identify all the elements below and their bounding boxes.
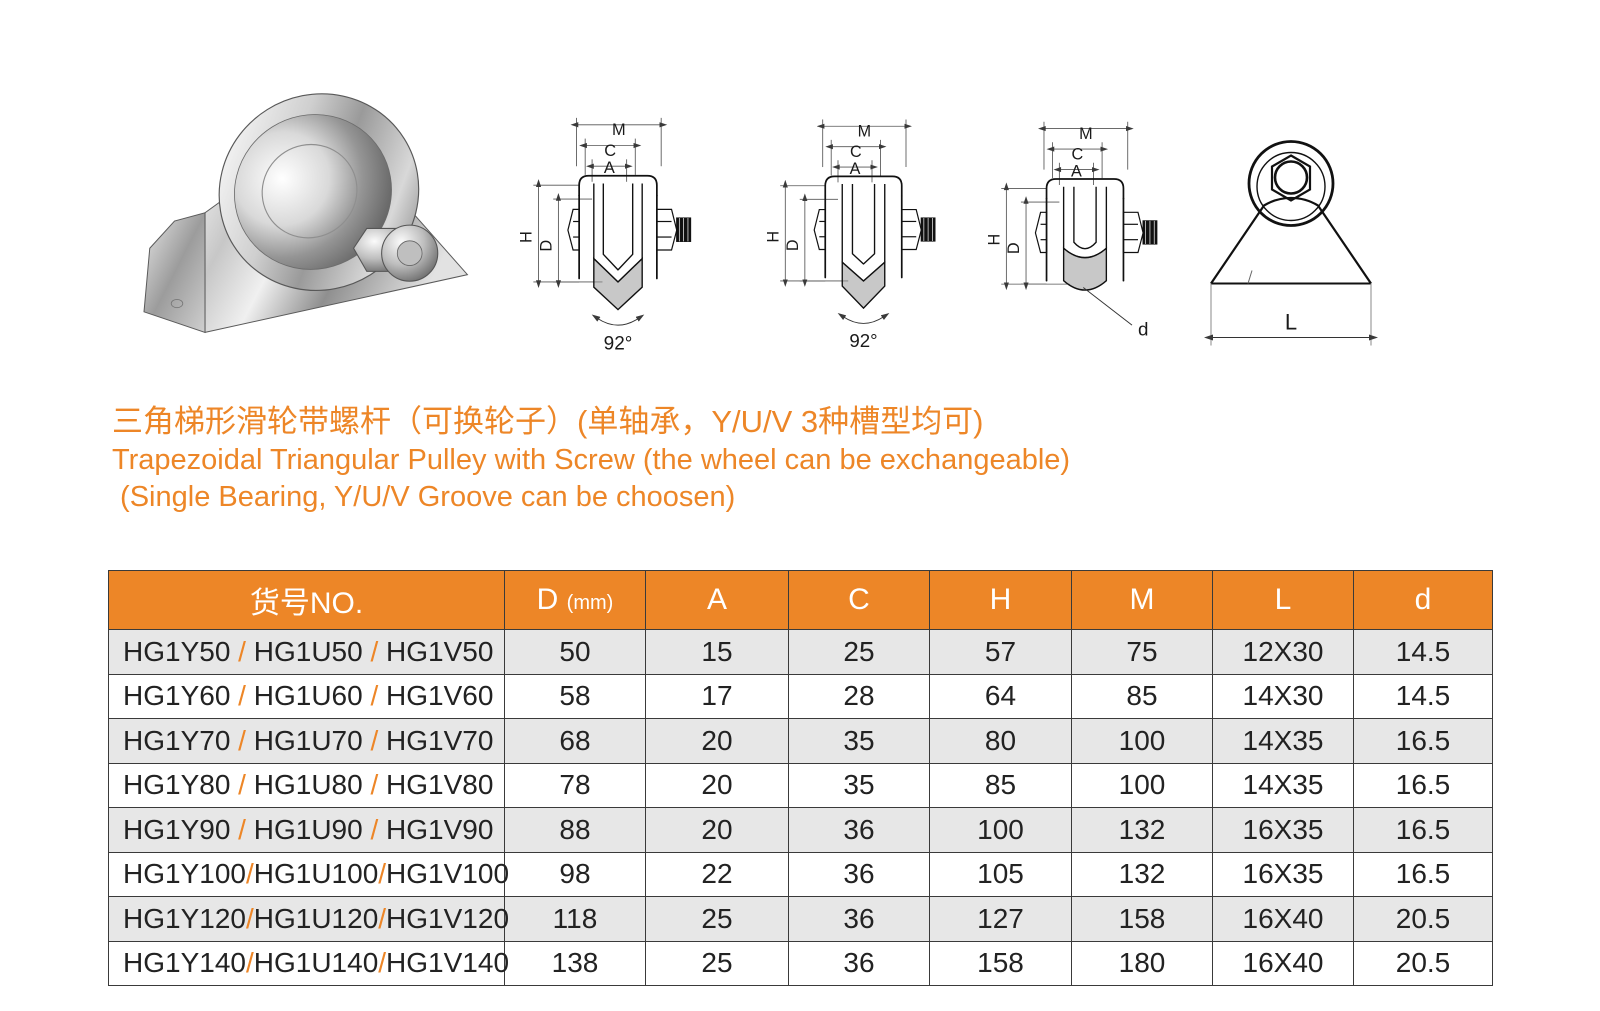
svg-text:C: C (1071, 145, 1083, 163)
svg-text:92°: 92° (849, 330, 877, 351)
svg-text:C: C (850, 143, 862, 161)
svg-text:H: H (986, 234, 1004, 246)
svg-text:d: d (1138, 318, 1148, 339)
svg-text:C: C (604, 142, 616, 160)
svg-text:D: D (538, 240, 556, 252)
svg-text:M: M (1079, 125, 1093, 143)
svg-text:A: A (604, 159, 615, 177)
svg-text:M: M (858, 122, 871, 140)
svg-text:H: H (765, 231, 783, 243)
svg-text:M: M (612, 121, 626, 139)
svg-text:92°: 92° (604, 333, 633, 354)
svg-text:A: A (1071, 162, 1082, 180)
svg-text:L: L (1285, 310, 1297, 335)
svg-text:D: D (1005, 242, 1023, 254)
svg-text:A: A (850, 160, 861, 178)
svg-text:D: D (784, 239, 802, 251)
svg-text:H: H (518, 231, 536, 243)
